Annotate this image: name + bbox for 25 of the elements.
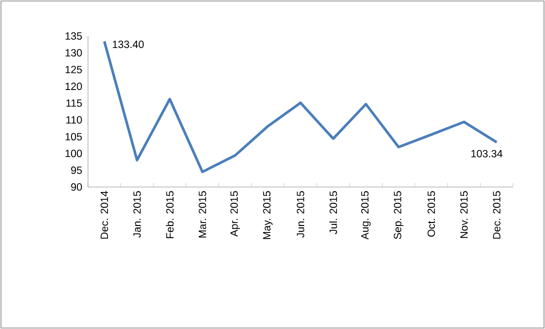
x-tick-label: May. 2015 bbox=[263, 191, 273, 240]
y-tick-label: 100 bbox=[66, 150, 82, 158]
x-tick-label: Jun. 2015 bbox=[296, 191, 304, 238]
x-tick-label: Feb. 2015 bbox=[166, 191, 174, 238]
y-tick-label: 135 bbox=[66, 32, 82, 40]
x-tick-label: Apr. 2015 bbox=[230, 191, 240, 237]
y-tick-label: 130 bbox=[66, 49, 82, 56]
x-tick-label: Jan. 2015 bbox=[133, 191, 141, 238]
x-tick-label: Mar. 2015 bbox=[198, 191, 206, 238]
x-tick-label: Aug. 2015 bbox=[361, 191, 371, 240]
y-tick-label: 105 bbox=[66, 132, 82, 140]
y-tick-label: 125 bbox=[66, 66, 82, 74]
x-tick-label: Dec. 2014 bbox=[100, 191, 108, 239]
y-tick-label: 90 bbox=[71, 183, 82, 191]
x-tick-label: Nov. 2015 bbox=[460, 191, 468, 238]
data-label: 133.40 bbox=[112, 40, 144, 48]
x-tick-label: Sep. 2015 bbox=[394, 191, 404, 240]
x-tick-label: Oct. 2015 bbox=[428, 191, 436, 237]
y-tick-label: 110 bbox=[66, 116, 82, 124]
x-tick-label: Dec. 2015 bbox=[492, 191, 500, 239]
y-tick-label: 115 bbox=[66, 99, 82, 107]
x-tick-label: Jul. 2015 bbox=[329, 191, 338, 234]
y-tick-label: 95 bbox=[71, 166, 82, 174]
y-tick-label: 120 bbox=[66, 82, 82, 90]
data-label: 103.34 bbox=[471, 150, 502, 158]
